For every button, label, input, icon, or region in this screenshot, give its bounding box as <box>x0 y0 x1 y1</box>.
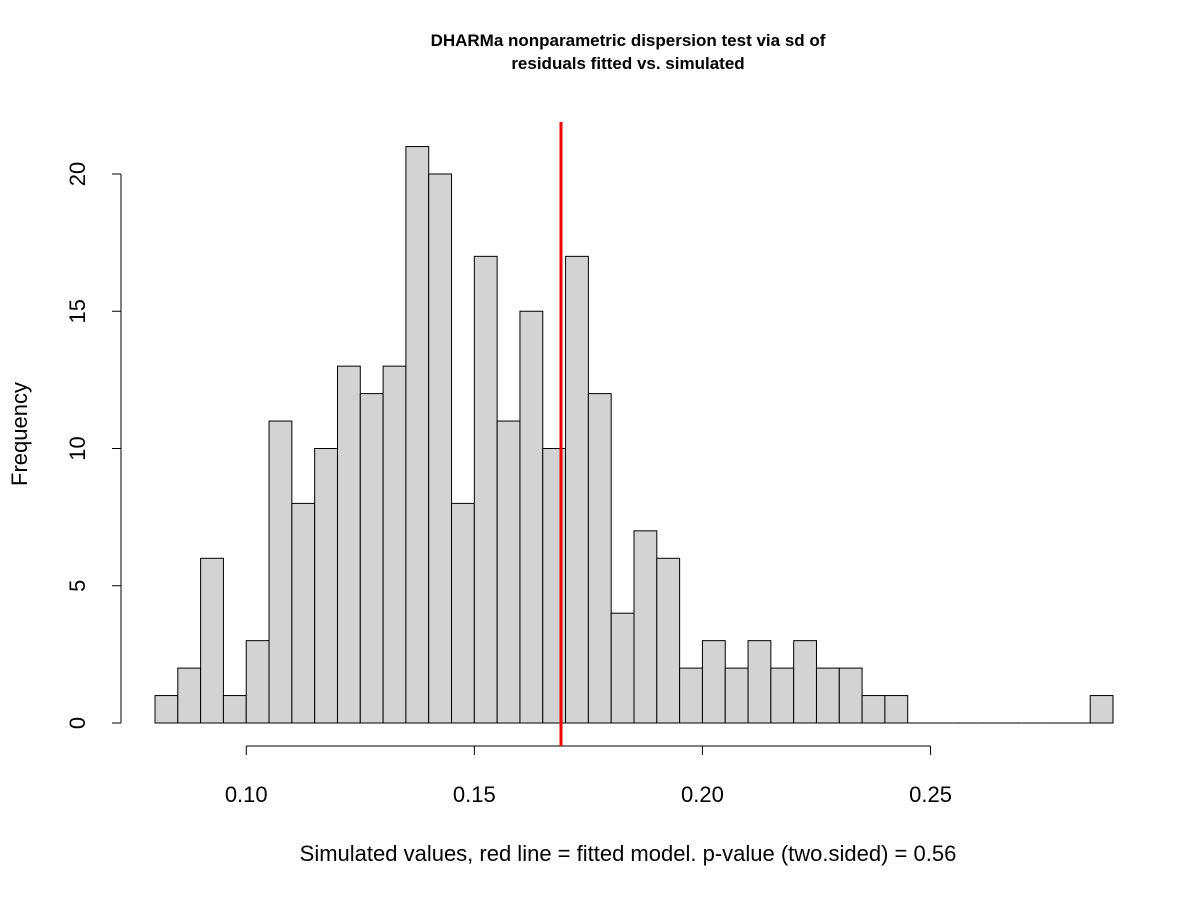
x-axis: 0.10 0.15 0.20 0.25 <box>225 745 952 807</box>
histogram-bar <box>222 695 247 724</box>
chart-title-line1: DHARMa nonparametric dispersion test via… <box>431 31 826 50</box>
histogram-bar <box>428 173 453 724</box>
y-tick-label: 0 <box>65 717 90 729</box>
histogram-bar <box>1089 695 1114 724</box>
histogram-bar <box>451 502 475 724</box>
histogram-bar <box>336 365 361 724</box>
histogram-bar <box>793 640 817 724</box>
histogram-bar <box>496 420 521 724</box>
y-axis-label: Frequency <box>7 382 32 486</box>
histogram-bar <box>701 640 726 724</box>
histogram-bar <box>405 146 430 724</box>
x-axis-label: Simulated values, red line = fitted mode… <box>300 841 957 866</box>
histogram-bar <box>519 310 544 724</box>
y-tick-label: 5 <box>65 580 90 592</box>
histogram-bar <box>884 695 909 724</box>
histogram-bar <box>565 255 589 724</box>
x-tick-label: 0.10 <box>225 782 268 807</box>
histogram-bar <box>770 667 795 724</box>
histogram-bar <box>838 667 863 724</box>
y-axis: 0 5 10 15 20 <box>65 162 122 729</box>
x-tick-label: 0.15 <box>453 782 496 807</box>
histogram-bar <box>861 695 886 724</box>
x-tick-label: 0.25 <box>909 782 952 807</box>
histogram-bar <box>359 393 384 724</box>
histogram-bar <box>154 695 179 724</box>
bars-group <box>154 146 1114 724</box>
histogram-bar <box>747 640 772 724</box>
chart-title-line2: residuals fitted vs. simulated <box>511 54 744 73</box>
histogram-bar <box>633 530 658 724</box>
histogram-bar <box>610 612 635 724</box>
histogram-bar <box>314 448 338 724</box>
histogram-bar <box>587 393 612 724</box>
histogram-bar <box>200 557 224 724</box>
y-tick-label: 15 <box>65 299 90 323</box>
histogram-bar <box>656 557 681 724</box>
y-tick-label: 20 <box>65 162 90 186</box>
histogram-bar <box>291 502 316 724</box>
histogram-bar <box>245 640 270 724</box>
histogram-bar <box>679 667 703 724</box>
y-tick-label: 10 <box>65 436 90 460</box>
histogram-bar <box>268 420 293 724</box>
histogram-bar <box>815 667 840 724</box>
histogram-bar <box>724 667 749 724</box>
x-tick-label: 0.20 <box>681 782 724 807</box>
histogram-bar <box>473 255 498 724</box>
histogram-bar <box>177 667 202 724</box>
histogram-bar <box>382 365 407 724</box>
